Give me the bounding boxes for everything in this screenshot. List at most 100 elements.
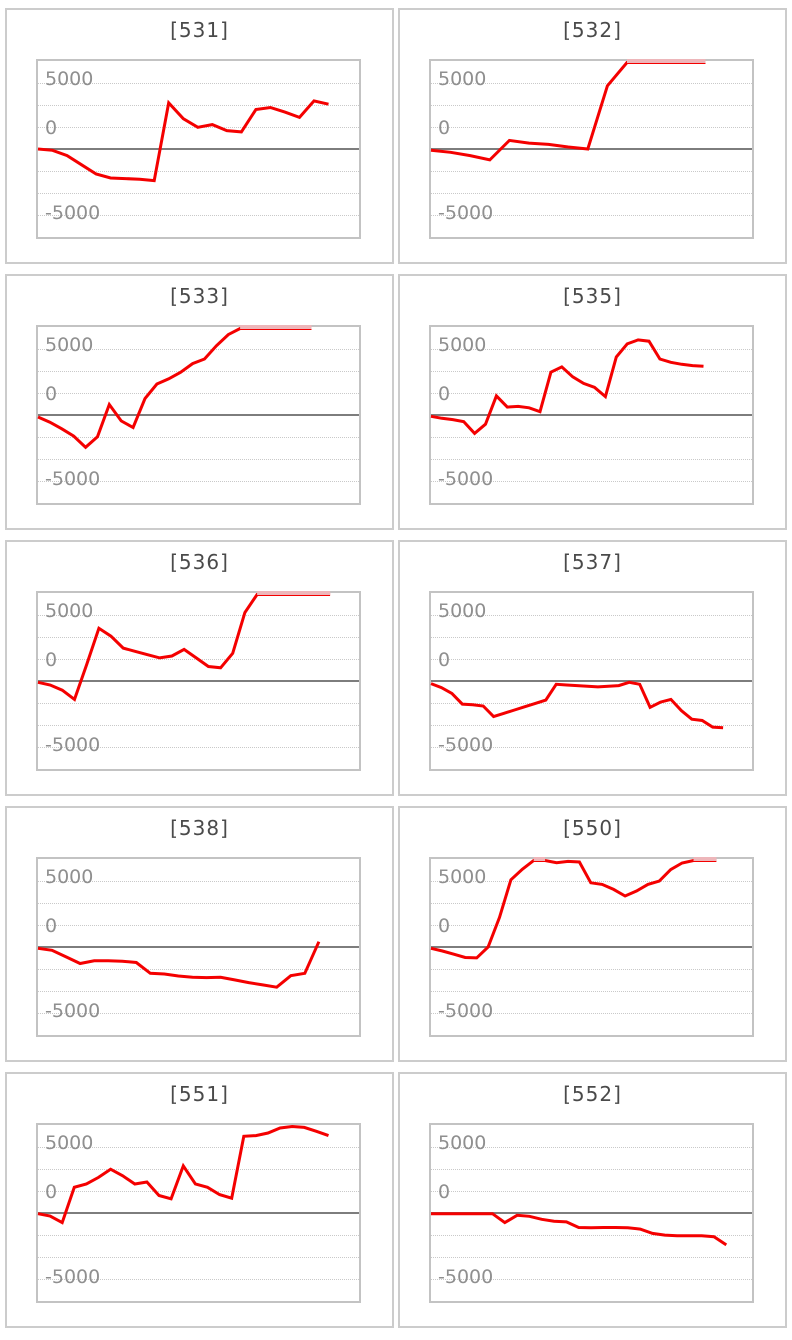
gridline bbox=[431, 371, 752, 372]
zero-line bbox=[38, 148, 359, 150]
y-axis-tick-label: 5000 bbox=[45, 1131, 94, 1154]
chart-panel: [535] 5000 0 -5000 bbox=[398, 274, 787, 530]
y-axis-tick-label: 0 bbox=[438, 382, 451, 405]
y-axis-tick-label: 5000 bbox=[45, 333, 94, 356]
zero-line bbox=[431, 148, 752, 150]
chart-panel: [550] 5000 0 -5000 bbox=[398, 806, 787, 1062]
gridline bbox=[431, 105, 752, 106]
gridline bbox=[38, 393, 359, 394]
gridline bbox=[431, 1013, 752, 1014]
plot-area: 5000 0 -5000 bbox=[36, 857, 361, 1037]
chart-title: [550] bbox=[563, 816, 622, 840]
zero-line bbox=[431, 680, 752, 682]
plot-area: 5000 0 -5000 bbox=[36, 1123, 361, 1303]
series-svg bbox=[430, 680, 724, 730]
gridline bbox=[431, 1147, 752, 1148]
series-line bbox=[37, 593, 331, 702]
gridline bbox=[431, 1169, 752, 1170]
gridline bbox=[38, 881, 359, 882]
gridline bbox=[431, 991, 752, 992]
y-axis-tick-label: -5000 bbox=[45, 734, 101, 757]
plot-area: 5000 0 -5000 bbox=[429, 591, 754, 771]
y-axis-tick-label: -5000 bbox=[438, 734, 494, 757]
y-axis-tick-label: 5000 bbox=[45, 67, 94, 90]
gridline bbox=[38, 1147, 359, 1148]
series-line bbox=[430, 338, 704, 436]
gridline bbox=[38, 1279, 359, 1280]
chart-panel: [531] 5000 0 -5000 bbox=[5, 8, 394, 264]
gridline bbox=[431, 637, 752, 638]
series-svg bbox=[37, 325, 312, 450]
chart-panel: [538] 5000 0 -5000 bbox=[5, 806, 394, 1062]
gridline bbox=[431, 1235, 752, 1236]
y-axis-tick-label: -5000 bbox=[45, 202, 101, 225]
gridline bbox=[431, 969, 752, 970]
gridline bbox=[431, 193, 752, 194]
gridline bbox=[38, 1013, 359, 1014]
chart-title: [536] bbox=[170, 550, 229, 574]
gridline bbox=[431, 349, 752, 350]
chart-panel: [533] 5000 0 -5000 bbox=[5, 274, 394, 530]
gridline bbox=[431, 127, 752, 128]
zero-line bbox=[431, 414, 752, 416]
gridline bbox=[431, 437, 752, 438]
gridline bbox=[431, 1279, 752, 1280]
zero-line bbox=[431, 1212, 752, 1214]
series-line bbox=[430, 61, 706, 162]
gridline bbox=[431, 459, 752, 460]
plot-area: 5000 0 -5000 bbox=[36, 59, 361, 239]
y-axis-tick-label: -5000 bbox=[438, 202, 494, 225]
y-axis-tick-label: 0 bbox=[438, 116, 451, 139]
y-axis-tick-label: 5000 bbox=[438, 599, 487, 622]
gridline bbox=[431, 481, 752, 482]
gridline bbox=[431, 1191, 752, 1192]
y-axis-tick-label: 0 bbox=[438, 1180, 451, 1203]
y-axis-tick-label: -5000 bbox=[45, 1266, 101, 1289]
series-line bbox=[430, 859, 717, 960]
gridline bbox=[38, 1257, 359, 1258]
gridline bbox=[38, 105, 359, 106]
y-axis-tick-label: -5000 bbox=[438, 1266, 494, 1289]
y-axis-tick-label: 0 bbox=[45, 116, 58, 139]
y-axis-tick-label: 5000 bbox=[438, 865, 487, 888]
gridline bbox=[431, 659, 752, 660]
gridline bbox=[38, 615, 359, 616]
series-line bbox=[37, 941, 321, 989]
chart-panel: [551] 5000 0 -5000 bbox=[5, 1072, 394, 1328]
gridline bbox=[38, 747, 359, 748]
series-line bbox=[37, 1124, 330, 1225]
series-svg bbox=[430, 857, 717, 960]
gridline bbox=[38, 349, 359, 350]
gridline bbox=[38, 371, 359, 372]
gridline bbox=[38, 637, 359, 638]
plot-area: 5000 0 -5000 bbox=[36, 325, 361, 505]
gridline bbox=[38, 1169, 359, 1170]
gridline bbox=[431, 903, 752, 904]
zero-line bbox=[38, 414, 359, 416]
gridline bbox=[431, 83, 752, 84]
y-axis-tick-label: 5000 bbox=[438, 67, 487, 90]
series-svg bbox=[37, 941, 321, 989]
plot-area: 5000 0 -5000 bbox=[429, 1123, 754, 1303]
gridline bbox=[38, 725, 359, 726]
y-axis-tick-label: -5000 bbox=[438, 1000, 494, 1023]
zero-line bbox=[38, 1212, 359, 1214]
gridline bbox=[38, 1191, 359, 1192]
gridline bbox=[38, 83, 359, 84]
y-axis-tick-label: 0 bbox=[45, 648, 58, 671]
gridline bbox=[431, 171, 752, 172]
chart-panel: [532] 5000 0 -5000 bbox=[398, 8, 787, 264]
series-svg bbox=[37, 591, 331, 702]
y-axis-tick-label: 0 bbox=[45, 914, 58, 937]
y-axis-tick-label: 5000 bbox=[438, 333, 487, 356]
series-line bbox=[431, 1212, 728, 1247]
plot-area: 5000 0 -5000 bbox=[429, 325, 754, 505]
chart-title: [533] bbox=[170, 284, 229, 308]
series-svg bbox=[37, 1124, 330, 1225]
gridline bbox=[38, 481, 359, 482]
chart-panel: [537] 5000 0 -5000 bbox=[398, 540, 787, 796]
y-axis-tick-label: -5000 bbox=[45, 1000, 101, 1023]
gridline bbox=[431, 215, 752, 216]
gridline bbox=[38, 925, 359, 926]
